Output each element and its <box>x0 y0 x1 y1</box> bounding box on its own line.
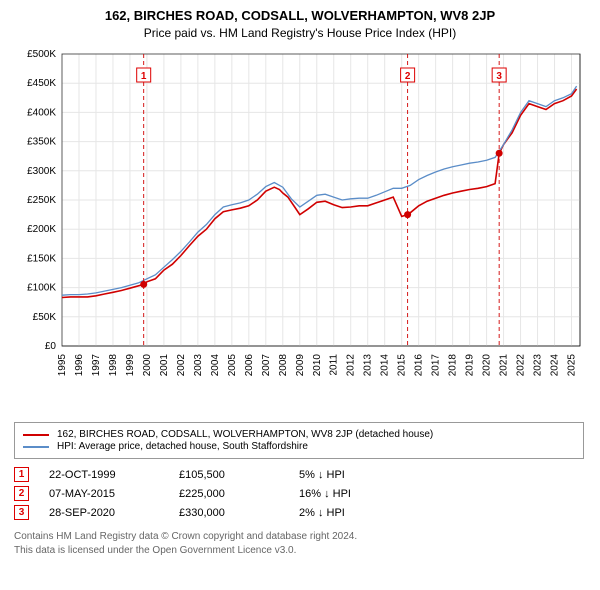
sales-table: 1 22-OCT-1999£105,5005% ↓ HPI 2 07-MAY-2015… <box>14 467 586 520</box>
svg-text:2014: 2014 <box>380 354 391 377</box>
svg-text:£300K: £300K <box>27 166 56 177</box>
svg-text:2004: 2004 <box>210 354 221 377</box>
svg-text:2011: 2011 <box>329 354 340 376</box>
attribution-line: This data is licensed under the Open Gov… <box>14 544 586 558</box>
svg-text:2017: 2017 <box>431 354 442 377</box>
svg-text:2025: 2025 <box>567 354 578 377</box>
svg-text:2010: 2010 <box>312 354 323 377</box>
svg-text:2015: 2015 <box>397 354 408 377</box>
svg-text:2021: 2021 <box>499 354 510 377</box>
svg-text:£250K: £250K <box>27 195 56 206</box>
svg-text:£200K: £200K <box>27 224 56 235</box>
svg-text:£450K: £450K <box>27 78 56 89</box>
svg-text:2000: 2000 <box>142 354 153 377</box>
svg-text:1996: 1996 <box>74 354 85 377</box>
sale-row: 3 28-SEP-2020£330,0002% ↓ HPI <box>14 505 586 520</box>
sale-delta: 5% ↓ HPI <box>299 469 345 481</box>
attribution: Contains HM Land Registry data © Crown c… <box>14 530 586 558</box>
svg-text:2007: 2007 <box>261 354 272 377</box>
legend-label: HPI: Average price, detached house, Sout… <box>57 441 308 452</box>
chart-area: £0 £50K £100K £150K £200K £250K £300K £350K £400… <box>14 46 586 416</box>
svg-text:£400K: £400K <box>27 107 56 118</box>
svg-text:2001: 2001 <box>159 354 170 377</box>
svg-text:2018: 2018 <box>448 354 459 377</box>
chart-subtitle: Price paid vs. HM Land Registry's House … <box>14 26 586 40</box>
legend-item: 162, BIRCHES ROAD, CODSALL, WOLVERHAMPTO… <box>23 429 575 440</box>
sale-date: 07-MAY-2015 <box>49 488 179 500</box>
sale-date: 28-SEP-2020 <box>49 507 179 519</box>
legend-swatch <box>23 434 49 436</box>
sale-delta: 2% ↓ HPI <box>299 507 345 519</box>
sale-marker-box: 2 <box>14 486 29 501</box>
svg-text:2023: 2023 <box>533 354 544 377</box>
sale-price: £105,500 <box>179 469 299 481</box>
sale-row: 2 07-MAY-2015£225,00016% ↓ HPI <box>14 486 586 501</box>
svg-text:3: 3 <box>496 71 502 82</box>
sale-marker-box: 3 <box>14 505 29 520</box>
svg-text:1998: 1998 <box>108 354 119 377</box>
svg-text:2009: 2009 <box>295 354 306 377</box>
svg-text:£50K: £50K <box>33 312 57 323</box>
legend-item: HPI: Average price, detached house, Sout… <box>23 441 575 452</box>
sale-date: 22-OCT-1999 <box>49 469 179 481</box>
sale-price: £330,000 <box>179 507 299 519</box>
sale-price: £225,000 <box>179 488 299 500</box>
legend-swatch <box>23 446 49 448</box>
svg-text:£0: £0 <box>45 341 57 352</box>
svg-text:2006: 2006 <box>244 354 255 377</box>
svg-text:2: 2 <box>405 71 411 82</box>
attribution-line: Contains HM Land Registry data © Crown c… <box>14 530 586 544</box>
svg-text:2020: 2020 <box>482 354 493 377</box>
svg-text:2022: 2022 <box>516 354 527 377</box>
svg-text:1997: 1997 <box>91 354 102 377</box>
svg-text:2005: 2005 <box>227 354 238 377</box>
svg-text:2003: 2003 <box>193 354 204 377</box>
svg-text:1995: 1995 <box>57 354 68 377</box>
svg-text:2013: 2013 <box>363 354 374 377</box>
svg-text:1999: 1999 <box>125 354 136 377</box>
svg-text:2012: 2012 <box>346 354 357 377</box>
legend: 162, BIRCHES ROAD, CODSALL, WOLVERHAMPTO… <box>14 422 584 459</box>
svg-text:2008: 2008 <box>278 354 289 377</box>
svg-text:£150K: £150K <box>27 253 56 264</box>
line-chart: £0 £50K £100K £150K £200K £250K £300K £350K £400… <box>14 46 586 416</box>
svg-text:1: 1 <box>141 71 147 82</box>
svg-text:2002: 2002 <box>176 354 187 377</box>
sale-marker-box: 1 <box>14 467 29 482</box>
chart-title: 162, BIRCHES ROAD, CODSALL, WOLVERHAMPTO… <box>14 8 586 23</box>
sale-row: 1 22-OCT-1999£105,5005% ↓ HPI <box>14 467 586 482</box>
svg-text:2024: 2024 <box>550 354 561 377</box>
svg-text:£500K: £500K <box>27 49 56 60</box>
svg-text:£100K: £100K <box>27 283 56 294</box>
svg-text:2016: 2016 <box>414 354 425 377</box>
legend-label: 162, BIRCHES ROAD, CODSALL, WOLVERHAMPTO… <box>57 429 433 440</box>
sale-delta: 16% ↓ HPI <box>299 488 351 500</box>
svg-text:2019: 2019 <box>465 354 476 377</box>
svg-text:£350K: £350K <box>27 137 56 148</box>
